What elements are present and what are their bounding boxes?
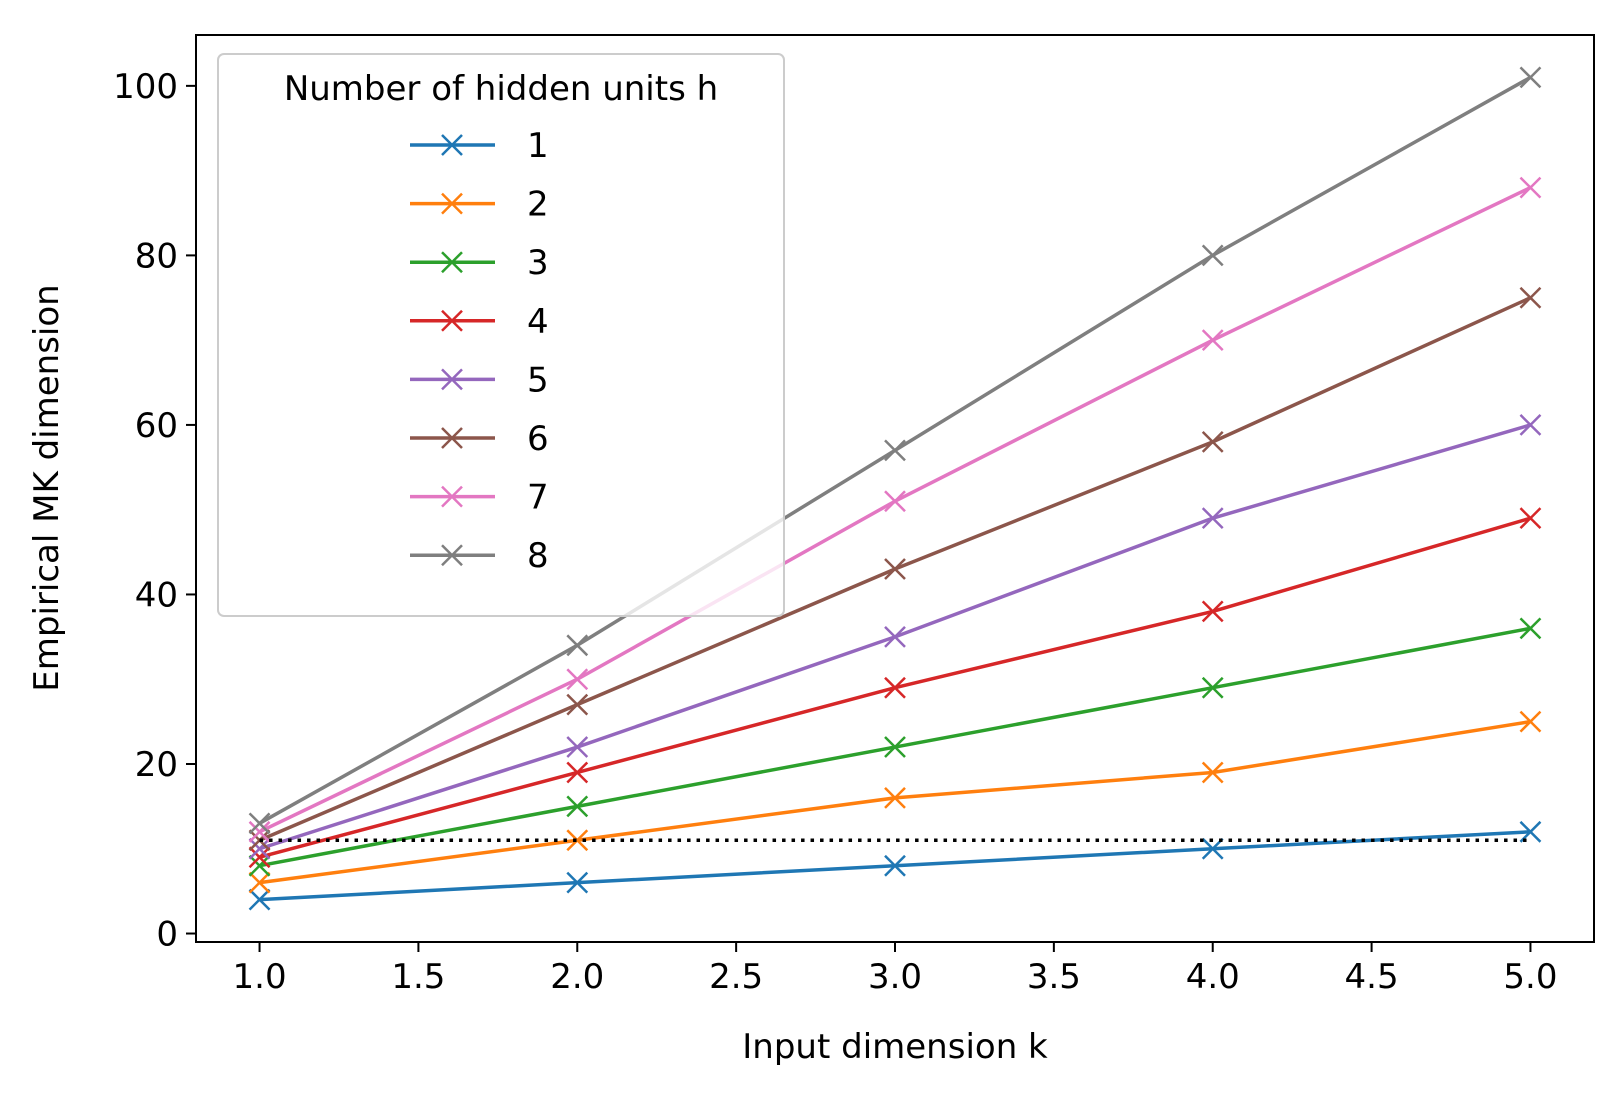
- data-point-marker: [884, 854, 906, 877]
- x-tick-label: 1.5: [391, 957, 445, 997]
- y-tick-label: 80: [135, 236, 178, 276]
- data-point-marker: [566, 634, 589, 657]
- data-point-marker: [884, 439, 906, 462]
- series-2: [248, 710, 1542, 894]
- legend-entry-1: 1: [410, 126, 549, 166]
- legend-entry-6: 6: [410, 419, 549, 459]
- x-tick-label: 4.0: [1186, 957, 1240, 997]
- y-tick-label: 40: [135, 575, 178, 615]
- x-axis: 1.0 1.5 2.0 2.5 3.0 3.5 4.0 4.5 5.0: [233, 942, 1557, 997]
- data-point-marker: [248, 837, 271, 860]
- y-axis-label: Empirical MK dimension: [27, 284, 67, 691]
- legend: Number of hidden units h 1 2 3 4 5 6 7 8: [217, 53, 785, 617]
- legend-entry-3: 3: [410, 243, 549, 283]
- legend-marker: [441, 485, 463, 508]
- x-tick-label: 3.5: [1027, 957, 1081, 997]
- data-point-marker: [248, 871, 271, 894]
- legend-marker: [441, 134, 463, 156]
- legend-label: 2: [527, 185, 549, 225]
- data-point-marker: [1519, 820, 1542, 843]
- y-tick-label: 100: [113, 67, 178, 107]
- data-point-marker: [1519, 286, 1542, 309]
- legend-label: 6: [527, 419, 549, 459]
- data-point-marker: [1519, 66, 1542, 89]
- legend-entry-4: 4: [410, 302, 549, 342]
- data-point-marker: [1519, 176, 1542, 199]
- data-point-marker: [248, 888, 271, 911]
- series-4: [248, 507, 1542, 869]
- legend-title: Number of hidden units h: [284, 69, 718, 109]
- legend-label: 1: [527, 126, 549, 166]
- legend-entry-8: 8: [410, 536, 549, 576]
- legend-marker: [441, 192, 463, 215]
- data-point-marker: [566, 829, 589, 852]
- legend-entry-2: 2: [410, 185, 549, 225]
- x-tick-label: 2.0: [550, 957, 604, 997]
- series-5: [248, 414, 1542, 860]
- data-point-marker: [566, 795, 589, 818]
- legend-marker: [441, 544, 463, 567]
- legend-label: 8: [527, 536, 549, 576]
- data-point-marker: [884, 736, 906, 758]
- x-tick-label: 1.0: [233, 957, 287, 997]
- data-point-marker: [248, 812, 271, 835]
- data-point-marker: [884, 787, 906, 809]
- data-point-marker: [1519, 710, 1542, 733]
- data-point-marker: [884, 558, 906, 580]
- data-point-marker: [1201, 430, 1224, 453]
- data-point-marker: [1201, 676, 1224, 699]
- data-point-marker: [1201, 600, 1224, 623]
- series-8: [248, 66, 1542, 835]
- legend-marker: [441, 368, 463, 391]
- data-point-marker: [1201, 837, 1224, 860]
- legend-entries: 1 2 3 4 5 6 7 8: [410, 126, 549, 576]
- legend-marker: [441, 427, 463, 449]
- x-tick-label: 2.5: [709, 957, 763, 997]
- x-axis-label: Input dimension k: [742, 1027, 1048, 1067]
- data-point-marker: [566, 761, 589, 784]
- x-tick-label: 4.5: [1345, 957, 1399, 997]
- data-point-marker: [566, 736, 589, 758]
- legend-entry-7: 7: [410, 478, 549, 518]
- data-point-marker: [1519, 507, 1542, 530]
- series-7: [248, 176, 1542, 843]
- series-1: [248, 820, 1542, 911]
- data-point-marker: [1201, 507, 1224, 530]
- data-point-marker: [1201, 244, 1224, 267]
- legend-label: 7: [527, 478, 549, 518]
- data-point-marker: [1201, 329, 1224, 352]
- data-point-marker: [1201, 761, 1224, 784]
- data-point-marker: [248, 854, 271, 877]
- data-point-marker: [884, 490, 906, 513]
- data-point-marker: [248, 846, 271, 869]
- y-tick-label: 0: [156, 915, 178, 955]
- series-6: [248, 286, 1542, 852]
- legend-label: 4: [527, 302, 549, 342]
- data-point-marker: [884, 625, 906, 648]
- data-point-marker: [884, 676, 906, 699]
- data-point-marker: [248, 829, 271, 852]
- y-axis: 0 20 40 60 80 100: [113, 67, 196, 955]
- legend-box: [217, 53, 785, 617]
- legend-label: 3: [527, 243, 549, 283]
- legend-label: 5: [527, 360, 549, 400]
- x-tick-label: 3.0: [868, 957, 922, 997]
- legend-marker: [441, 309, 463, 332]
- y-tick-label: 20: [135, 745, 178, 785]
- series-layer: [248, 66, 1542, 911]
- data-point-marker: [566, 668, 589, 691]
- data-point-marker: [566, 871, 589, 894]
- data-point-marker: [1519, 414, 1542, 436]
- legend-marker: [441, 251, 463, 274]
- x-tick-label: 5.0: [1503, 957, 1557, 997]
- legend-entry-5: 5: [410, 360, 549, 400]
- data-point-marker: [1519, 617, 1542, 640]
- y-tick-label: 60: [135, 406, 178, 446]
- data-point-marker: [248, 820, 271, 843]
- series-3: [248, 617, 1542, 877]
- data-point-marker: [566, 693, 589, 716]
